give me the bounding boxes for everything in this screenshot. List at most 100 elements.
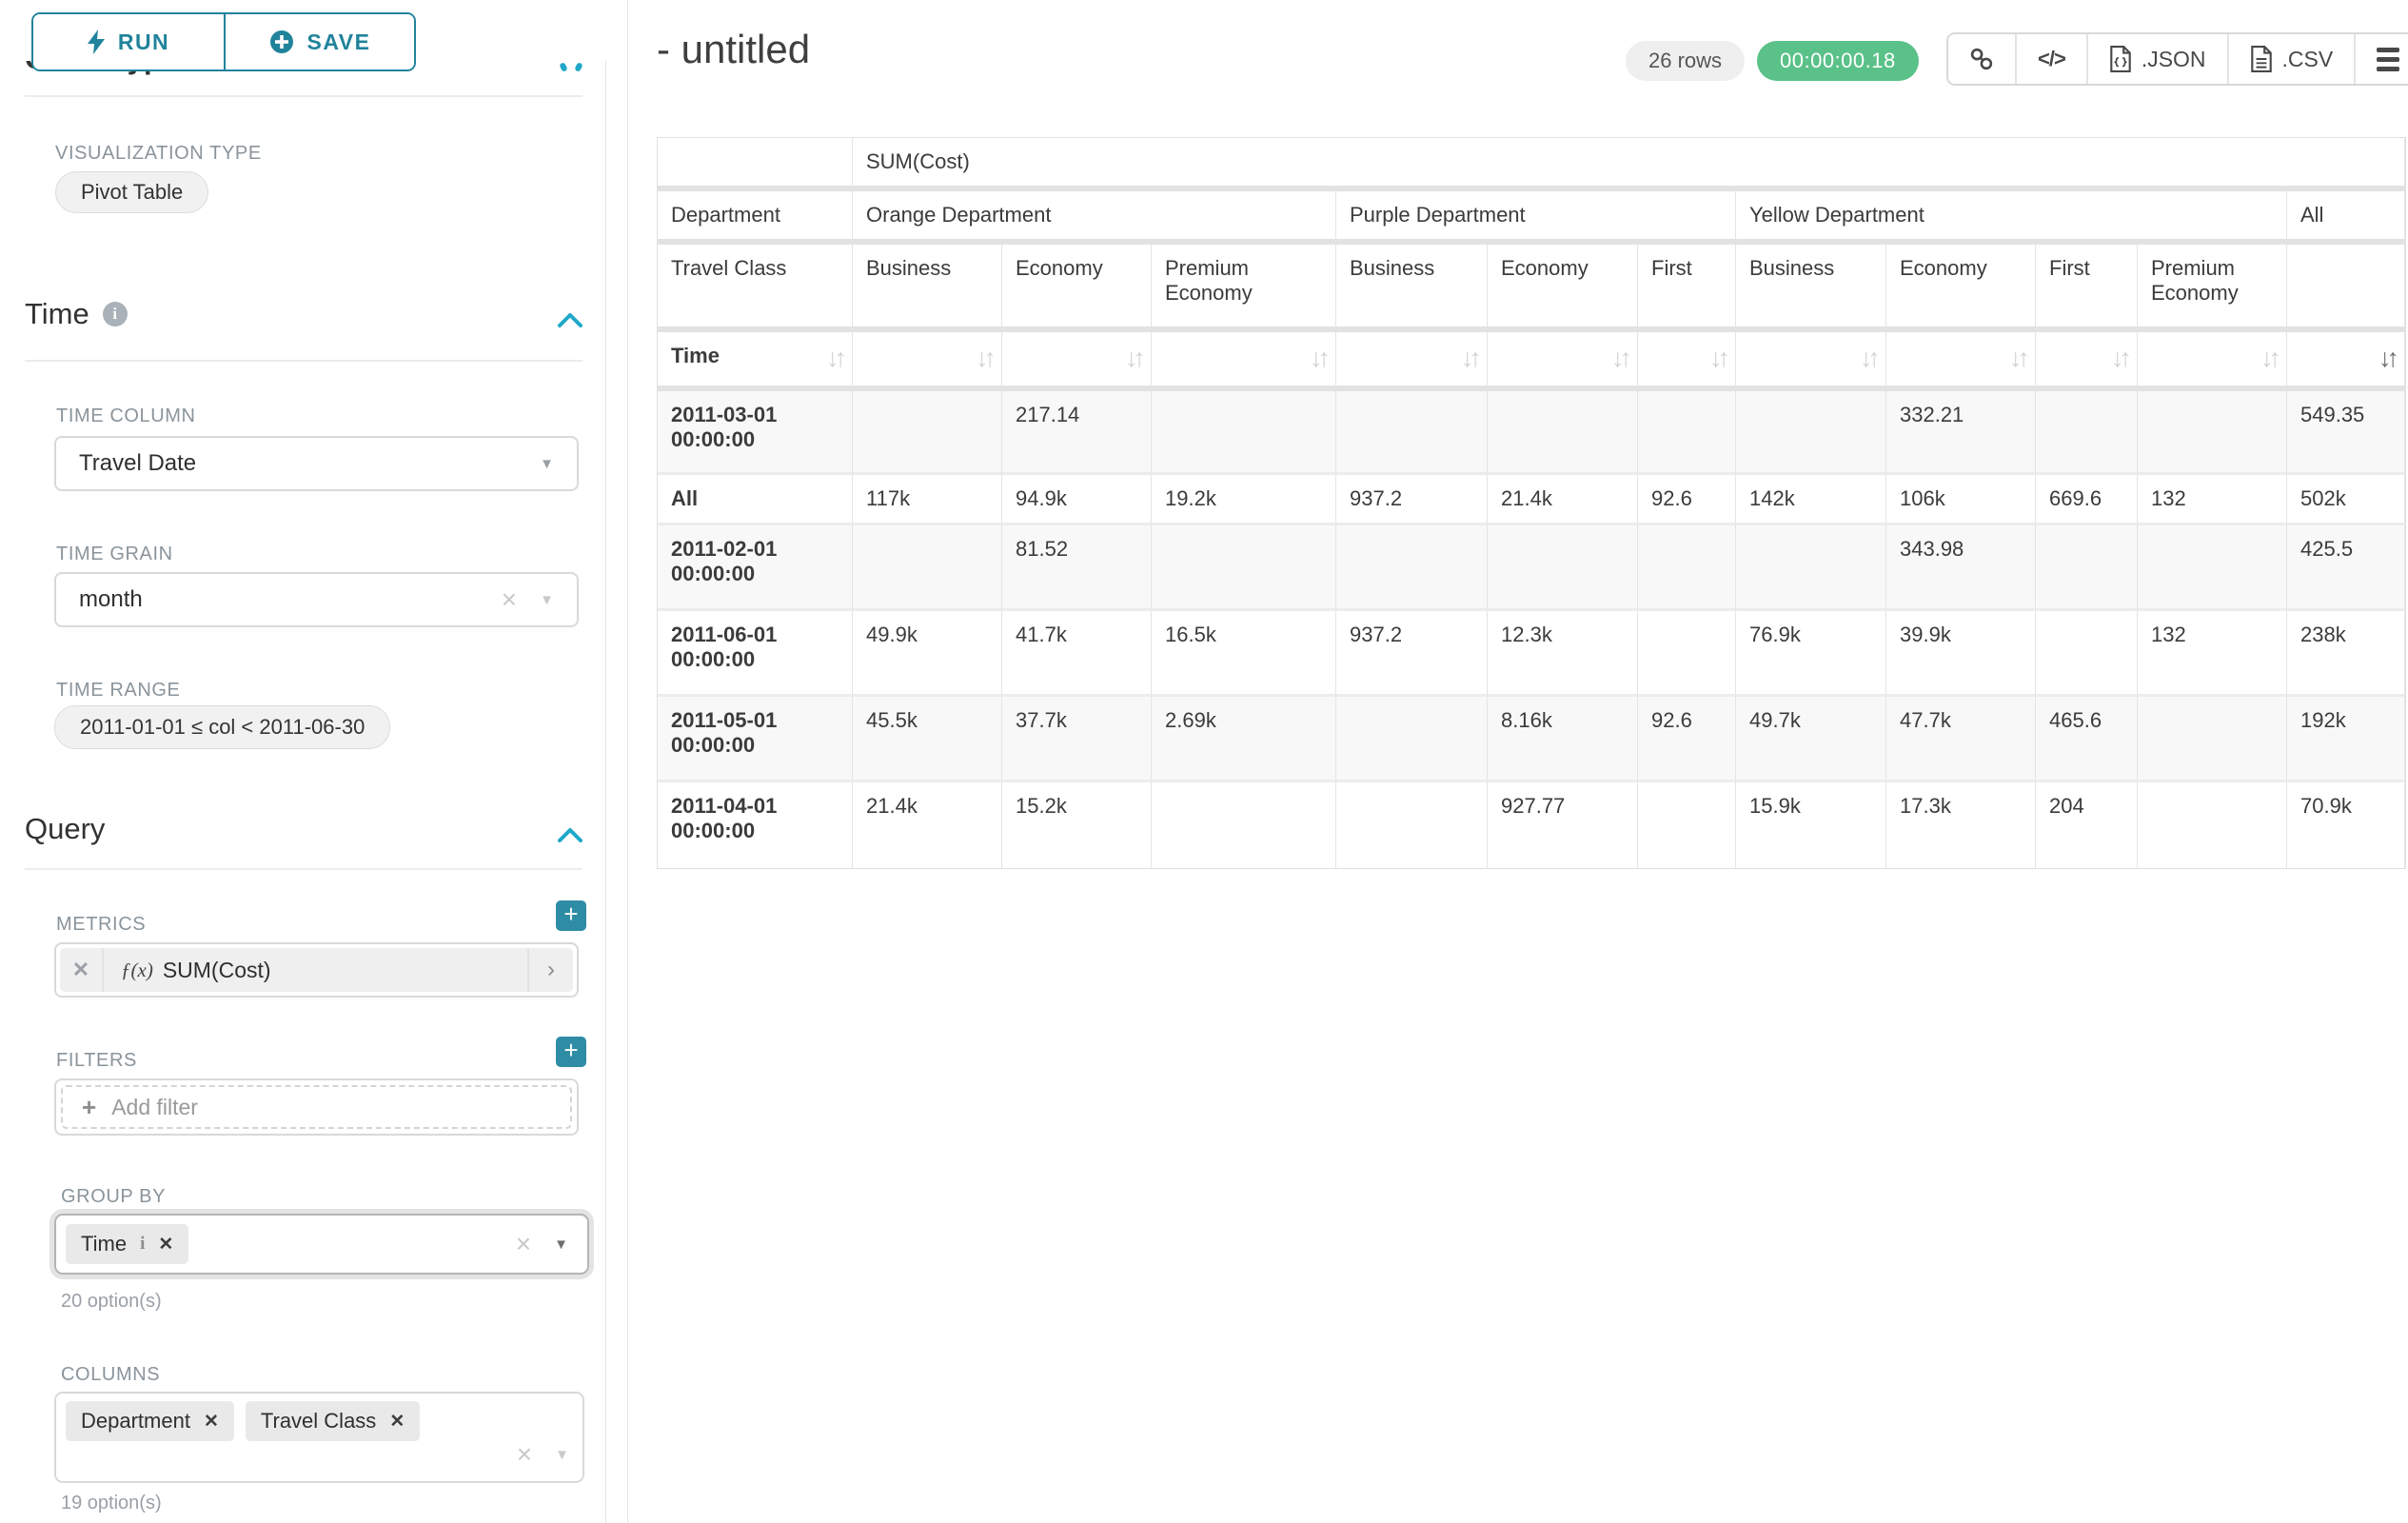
sort-desc-active-icon[interactable]: ↓↑ [2378,344,2399,372]
chevron-up-icon [559,62,568,72]
travel-class-header-cell: Economy [1886,245,2036,332]
sort-header-cell: ↓↑ [1736,332,1886,391]
value-cell: 15.9k [1736,782,1886,868]
clear-icon[interactable]: × [516,1439,533,1469]
chart-title[interactable]: - untitled [657,27,811,71]
function-icon: ƒ(x) [121,958,153,981]
viz-type-chip[interactable]: Pivot Table [55,171,209,213]
pivot-table-container: SUM(Cost) Department Orange Department Purp… [657,137,2406,869]
more-options-button[interactable] [2354,34,2408,84]
table-row: 2011-03-01 00:00:00 217.14 332.21 549.35 [658,391,2405,475]
travel-class-header-cell: First [2036,245,2138,332]
group-by-options-hint: 20 option(s) [61,1291,162,1312]
value-cell: 12.3k [1488,611,1638,697]
chevron-down-icon: ▼ [554,1236,568,1253]
sort-header-cell: ↓↑ [1152,332,1336,391]
add-filter-plus-button[interactable]: + [556,1037,586,1067]
save-button[interactable]: SAVE [224,14,414,69]
remove-metric-icon[interactable]: ✕ [60,948,104,992]
time-grain-select[interactable]: month × ▼ [54,572,579,627]
sort-toggle-icon[interactable]: ↓↑ [976,344,997,372]
value-cell [2036,391,2138,475]
value-cell: 16.5k [1152,611,1336,697]
columns-chip-department[interactable]: Department ✕ [66,1401,234,1441]
time-section-header[interactable]: Time i [25,297,128,331]
sort-toggle-icon[interactable]: ↓↑ [1611,344,1632,372]
time-column-select[interactable]: Travel Date ▼ [54,436,579,491]
time-range-label: TIME RANGE [56,680,181,701]
sort-header-cell: ↓↑ [1488,332,1638,391]
collapse-chevron-icon[interactable] [558,312,582,327]
group-by-chip-time[interactable]: Time i ✕ [66,1224,189,1264]
row-label-cell: All [658,475,853,525]
view-query-button[interactable]: </> [2015,34,2086,84]
value-cell [2138,525,2287,611]
metric-chip[interactable]: ✕ ƒ(x) SUM(Cost) › [60,948,573,992]
columns-select[interactable]: Department ✕ Travel Class ✕ × ▼ [54,1392,584,1483]
csv-file-icon [2250,46,2272,72]
table-row: Time ↓↑ ↓↑ ↓↑ ↓↑ ↓↑ ↓↑ ↓↑ ↓↑ ↓↑ ↓↑ ↓↑ ↓↑ [658,332,2405,391]
value-cell: 217.14 [1002,391,1152,475]
clear-icon[interactable]: × [515,1229,532,1258]
sort-toggle-icon[interactable]: ↓↑ [2260,344,2281,372]
row-count-badge: 26 rows [1626,41,1746,81]
remove-chip-icon[interactable]: ✕ [389,1411,405,1432]
remove-chip-icon[interactable]: ✕ [203,1411,219,1432]
value-cell [1638,525,1736,611]
group-by-select[interactable]: Time i ✕ × ▼ [54,1214,589,1275]
run-save-button-group: RUN SAVE [31,12,416,71]
value-cell: 502k [2287,475,2405,525]
value-cell: 106k [1886,475,2036,525]
time-range-chip[interactable]: 2011-01-01 ≤ col < 2011-06-30 [54,705,391,749]
remove-chip-icon[interactable]: ✕ [158,1234,174,1255]
download-json-button[interactable]: .JSON [2085,34,2227,84]
sort-toggle-icon[interactable]: ↓↑ [1125,344,1146,372]
sort-header-cell: ↓↑ [1002,332,1152,391]
value-cell [853,525,1002,611]
value-cell: 17.3k [1886,782,2036,868]
section-divider [25,360,582,362]
department-group-header-cell: Purple Department [1336,191,1736,245]
travel-class-header-cell: First [1638,245,1736,332]
sort-toggle-icon[interactable]: ↓↑ [2111,344,2132,372]
pivot-corner-cell [658,138,853,191]
sort-toggle-icon[interactable]: ↓↑ [2009,344,2030,372]
travel-class-header-cell [2287,245,2405,332]
table-row: Travel Class Business Economy Premium Econo… [658,245,2405,332]
sort-header-cell: ↓↑ [1336,332,1488,391]
value-cell: 47.7k [1886,697,2036,782]
download-csv-button[interactable]: .CSV [2226,34,2355,84]
value-cell [1152,782,1336,868]
sort-toggle-icon[interactable]: ↓↑ [1860,344,1881,372]
sort-header-cell: ↓↑ [1638,332,1736,391]
expand-metric-icon[interactable]: › [527,948,573,992]
panel-divider[interactable] [627,0,628,1523]
add-filter-button[interactable]: + Add filter [61,1085,572,1129]
clear-icon[interactable]: × [501,584,518,614]
sort-toggle-icon[interactable]: ↓↑ [826,344,847,372]
value-cell [1152,525,1336,611]
travel-class-header-cell: Business [1336,245,1488,332]
value-cell: 21.4k [853,782,1002,868]
columns-chip-travel-class[interactable]: Travel Class ✕ [245,1401,421,1441]
run-button[interactable]: RUN [33,14,224,69]
sort-toggle-icon[interactable]: ↓↑ [1461,344,1482,372]
section-divider [25,868,582,870]
sort-header-cell: ↓↑ [2138,332,2287,391]
sort-toggle-icon[interactable]: ↓↑ [1310,344,1331,372]
metrics-label: METRICS [56,914,147,935]
row-label-cell: 2011-02-01 00:00:00 [658,525,853,611]
value-cell [1638,611,1736,697]
columns-options-hint: 19 option(s) [61,1493,162,1513]
travel-class-header-cell: Economy [1488,245,1638,332]
pivot-table: SUM(Cost) Department Orange Department Purp… [657,137,2406,869]
sort-toggle-icon[interactable]: ↓↑ [1709,344,1730,372]
value-cell: 94.9k [1002,475,1152,525]
collapse-chevron-icon[interactable] [558,827,582,842]
query-section-header[interactable]: Query [25,812,106,845]
value-cell: 192k [2287,697,2405,782]
add-metric-button[interactable]: + [556,900,586,931]
copy-link-button[interactable] [1948,34,2015,84]
travel-class-header-cell: Business [853,245,1002,332]
table-row: SUM(Cost) [658,138,2405,191]
